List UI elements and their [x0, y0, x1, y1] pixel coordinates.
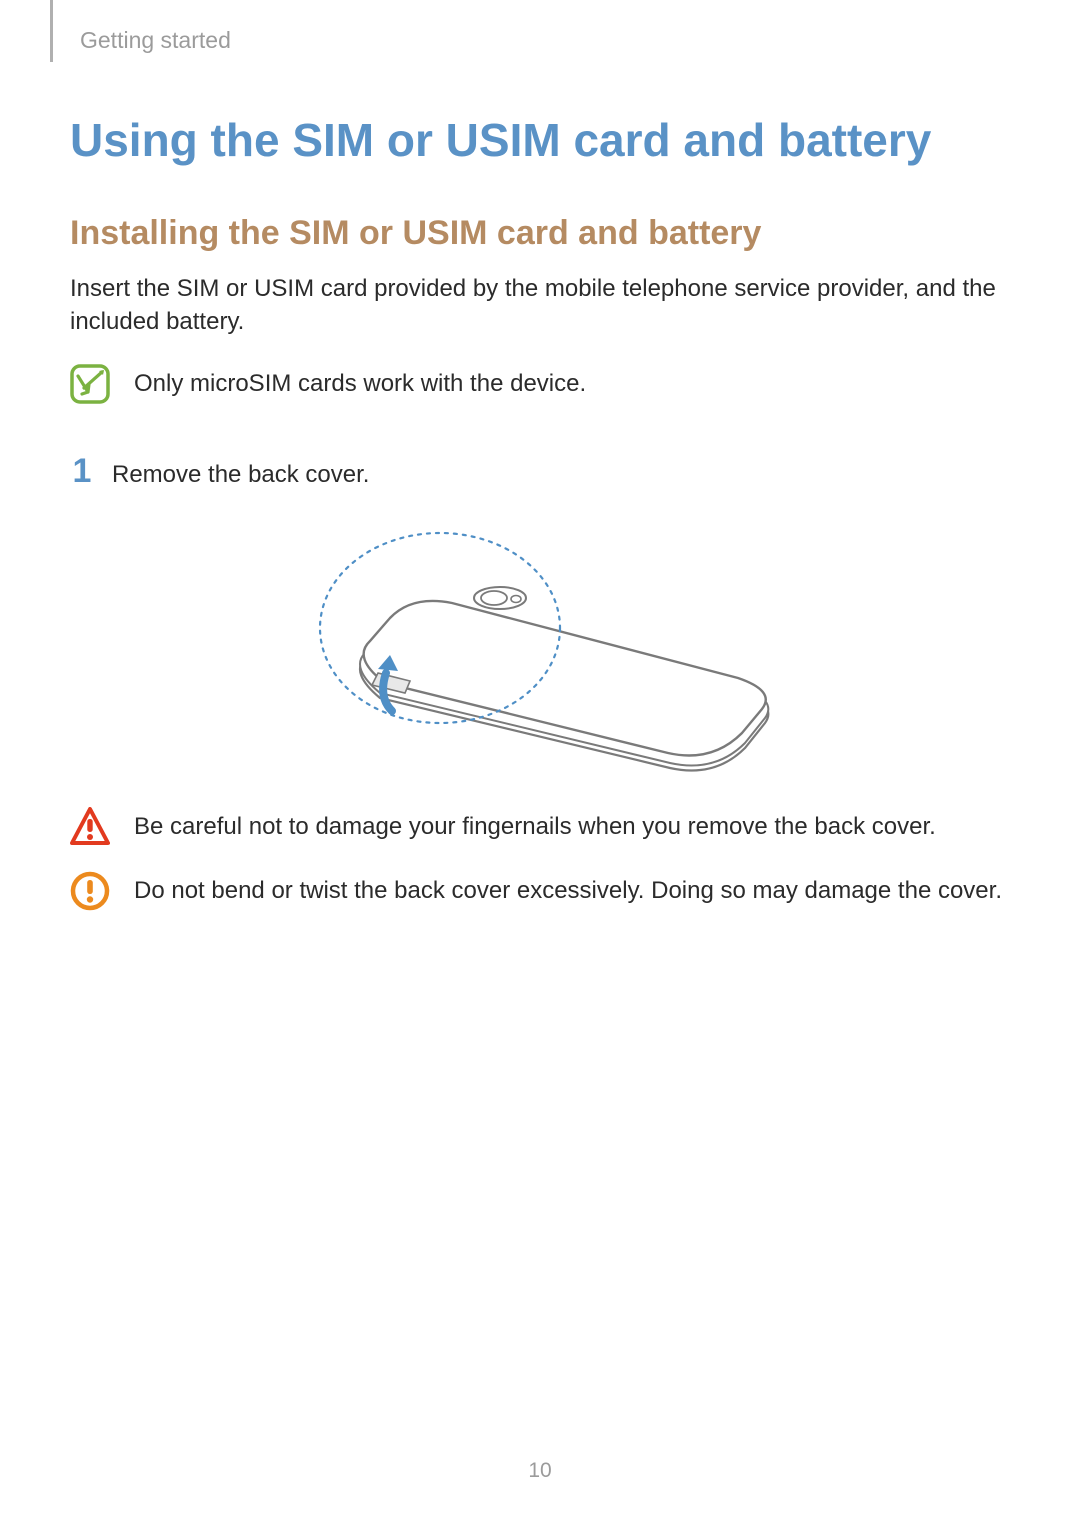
note-icon: [70, 364, 110, 404]
note-microsim: Only microSIM cards work with the device…: [70, 364, 1010, 404]
back-cover-illustration: [270, 523, 810, 783]
section-label: Getting started: [80, 27, 1010, 54]
section-heading: Installing the SIM or USIM card and batt…: [70, 213, 1010, 254]
warning-danger-text: Be careful not to damage your fingernail…: [134, 811, 936, 843]
header-rule: [50, 0, 53, 62]
page-number: 10: [0, 1459, 1080, 1483]
note-text: Only microSIM cards work with the device…: [134, 368, 586, 400]
danger-icon: [70, 807, 110, 847]
step-text: Remove the back cover.: [112, 461, 369, 489]
warning-danger: Be careful not to damage your fingernail…: [70, 807, 1010, 847]
warning-caution-text: Do not bend or twist the back cover exce…: [134, 875, 1002, 907]
warnings-section: Be careful not to damage your fingernail…: [70, 807, 1010, 911]
caution-icon: [70, 871, 110, 911]
step-row: 1 Remove the back cover.: [70, 454, 1010, 489]
page-title: Using the SIM or USIM card and battery: [70, 114, 1010, 167]
warning-caution: Do not bend or twist the back cover exce…: [70, 871, 1010, 911]
step-number: 1: [70, 454, 94, 488]
page: Getting started Using the SIM or USIM ca…: [0, 0, 1080, 1527]
intro-paragraph: Insert the SIM or USIM card provided by …: [70, 272, 1010, 338]
